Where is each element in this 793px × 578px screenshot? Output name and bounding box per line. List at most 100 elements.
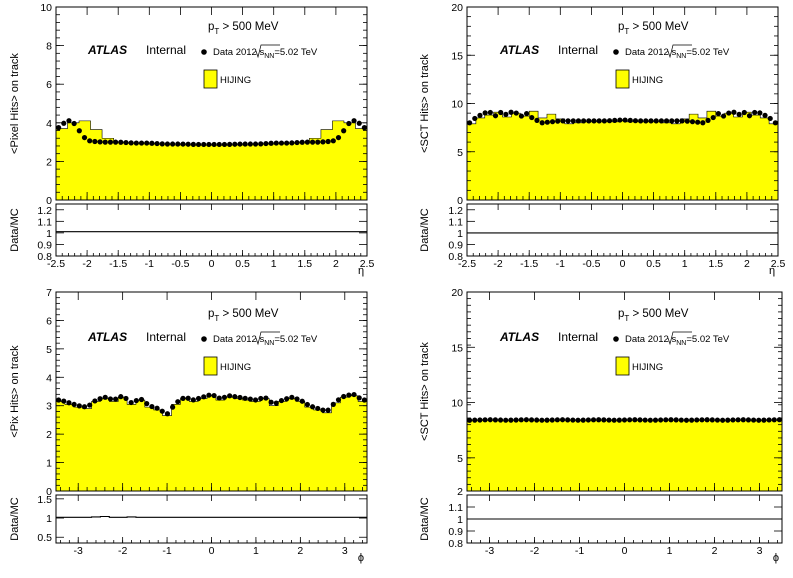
y-tick-label: 2 (46, 156, 52, 168)
data-point (242, 141, 248, 147)
data-point (81, 404, 88, 410)
data-point (76, 128, 82, 134)
data-point (170, 141, 176, 147)
data-point (351, 118, 357, 124)
data-point (549, 417, 555, 423)
y-tick-label: 6 (46, 315, 52, 327)
data-point (694, 417, 700, 423)
data-point (612, 117, 618, 123)
data-point (227, 141, 233, 147)
legend-mc-label: HIJING (632, 362, 663, 373)
data-point (487, 109, 493, 116)
data-point (335, 397, 342, 403)
data-point (523, 417, 529, 423)
data-point (102, 139, 108, 145)
data-point (325, 407, 331, 413)
legend-data-label: Data 2012 sNN=5.02 TeV (213, 334, 318, 347)
data-point (663, 417, 669, 423)
data-point (128, 140, 134, 146)
data-point (294, 139, 300, 146)
chart-panel-top-right: 0 5 10 15 20 -2.5 -2 -1.5 -1 -0.5 0 0.5 1 1.5 2 2.5 0.80… (419, 2, 785, 277)
y-axis-label: <Pix Hits> on track (9, 345, 21, 438)
data-point (647, 417, 653, 423)
data-point (492, 113, 499, 119)
data-point (268, 140, 274, 146)
ratio-y-axis-label: Data/MC (9, 208, 21, 251)
ratio-y-tick-label: 1 (457, 514, 463, 526)
data-point (482, 417, 488, 423)
data-point (679, 118, 685, 124)
x-tick-label: 0 (209, 545, 215, 557)
legend-data-marker (613, 336, 619, 342)
data-point (767, 115, 773, 122)
data-point (175, 141, 181, 147)
data-point (320, 407, 326, 413)
y-tick-label: 0 (46, 195, 52, 207)
data-point (149, 140, 155, 146)
data-point (258, 395, 264, 402)
data-point (534, 417, 540, 423)
y-tick-label: 5 (457, 453, 463, 465)
mc-histogram-fill (467, 111, 778, 200)
data-point (497, 417, 504, 423)
data-point (508, 109, 514, 115)
data-point (673, 417, 679, 423)
legend-mc-swatch (615, 356, 630, 376)
data-point (616, 417, 622, 423)
data-point (144, 140, 150, 146)
data-point (745, 417, 752, 423)
data-point (539, 120, 545, 126)
data-point (320, 139, 326, 145)
data-point (643, 118, 649, 124)
data-point (477, 112, 483, 118)
data-point (674, 118, 680, 124)
data-point (565, 118, 571, 124)
data-point (237, 394, 243, 401)
data-point (705, 117, 711, 123)
data-point (756, 417, 762, 423)
data-point (632, 118, 639, 124)
data-point (258, 141, 264, 147)
x-tick-label: 1 (682, 258, 688, 270)
data-point (581, 118, 587, 124)
x-tick-label: -2 (118, 545, 127, 557)
data-point (170, 404, 176, 410)
x-tick-label: 3 (757, 545, 763, 557)
data-point (757, 110, 763, 116)
x-tick-label: 2.5 (360, 258, 375, 270)
x-tick-label: -0.5 (582, 258, 600, 270)
data-point (76, 403, 82, 409)
data-point (92, 138, 98, 145)
ratio-y-tick-label: 0.9 (37, 239, 52, 251)
data-point (746, 113, 753, 119)
data-point (118, 394, 124, 400)
data-point (555, 118, 561, 124)
data-point (144, 401, 150, 407)
legend-data-label: Data 2012 sNN=5.02 TeV (625, 334, 730, 347)
data-point (66, 400, 72, 406)
data-point (123, 395, 129, 402)
data-point (268, 399, 274, 405)
ratio-y-tick-label: 1.1 (448, 502, 463, 514)
data-point (289, 394, 295, 400)
data-points (55, 391, 368, 417)
ratio-y-axis-label: Data/MC (9, 497, 21, 540)
legend-data-marker (613, 49, 619, 55)
legend-mc-swatch (615, 69, 630, 89)
atlas-label: ATLAS (87, 330, 127, 344)
data-point (761, 417, 767, 423)
data-point (175, 399, 181, 405)
data-point (482, 110, 488, 116)
data-point (683, 417, 690, 423)
cut-label: pT > 500 MeV (208, 308, 279, 323)
data-point (601, 118, 607, 124)
data-point (190, 397, 196, 403)
data-point (498, 109, 504, 116)
data-point (201, 141, 207, 148)
data-point (97, 139, 103, 145)
data-point (164, 141, 171, 147)
data-point (596, 118, 602, 124)
y-axis-label: <Pixel Hits> on track (9, 53, 21, 154)
x-tick-label: -1.5 (109, 258, 127, 270)
ratio-y-tick-label: 1.2 (37, 205, 52, 217)
